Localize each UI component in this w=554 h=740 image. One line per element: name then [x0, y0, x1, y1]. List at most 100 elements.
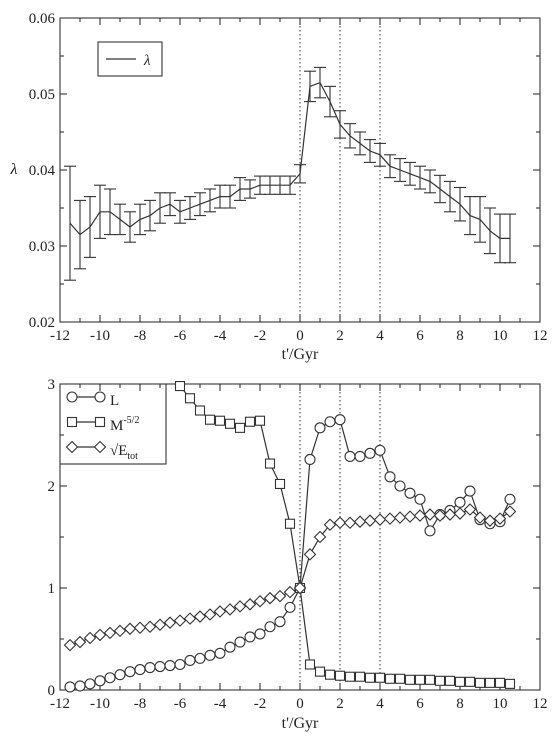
y-tick-label: 0	[48, 683, 56, 699]
point-E	[233, 600, 247, 613]
point-M	[334, 670, 346, 681]
point-E	[253, 594, 267, 608]
point-M	[414, 674, 426, 685]
x-tick-label: -4	[214, 696, 227, 712]
x-tick-label: -2	[254, 328, 267, 344]
point-E	[123, 622, 137, 636]
point-M	[314, 666, 326, 677]
point-E	[193, 610, 207, 623]
point-E	[243, 598, 257, 611]
point-M	[274, 478, 286, 490]
point-M	[484, 677, 496, 688]
point-L	[184, 654, 196, 666]
lambda-x-axis-label: t'/Gyr	[282, 346, 319, 363]
point-E	[353, 515, 367, 528]
lambda-legend-box	[97, 41, 163, 77]
point-E	[153, 618, 167, 631]
y-tick-label: 0.03	[29, 239, 55, 255]
x-tick-label: -10	[90, 696, 110, 712]
point-E	[213, 605, 227, 618]
point-E	[93, 628, 107, 642]
point-M	[394, 673, 406, 684]
point-E	[403, 510, 417, 523]
point-E	[283, 585, 297, 599]
point-E	[413, 509, 427, 522]
point-L	[364, 447, 376, 459]
point-L	[384, 471, 396, 483]
point-E	[453, 507, 467, 520]
point-L	[194, 652, 206, 664]
point-M	[444, 675, 456, 686]
quantities-series	[63, 380, 517, 693]
point-L	[324, 416, 336, 428]
x-tick-label: 2	[336, 328, 344, 344]
point-L	[274, 616, 286, 628]
series-line-E	[69, 508, 511, 646]
x-tick-label: 4	[376, 696, 384, 712]
point-E	[503, 505, 517, 518]
x-tick-label: -12	[50, 328, 70, 344]
point-M	[204, 414, 216, 425]
x-tick-label: 10	[493, 328, 508, 344]
point-L	[144, 662, 156, 674]
point-E	[333, 516, 347, 529]
point-L	[74, 680, 86, 692]
x-tick-label: 4	[376, 328, 384, 344]
point-E	[323, 518, 337, 532]
x-tick-label: 12	[533, 696, 548, 712]
point-L	[234, 636, 246, 648]
lambda-axis-ticks: -12 -10 -8 -6 -4 -2 0 2 4 6 8 10 12 0.02 0.03 0.04 0.05 0…	[29, 11, 548, 344]
point-M	[224, 418, 236, 429]
point-E	[293, 581, 307, 595]
point-E	[443, 508, 457, 521]
point-E	[103, 626, 117, 640]
legend-label-E-base: √E	[110, 443, 127, 459]
point-L	[314, 422, 326, 434]
point-M	[454, 676, 466, 687]
x-tick-label: 12	[533, 328, 548, 344]
point-L	[284, 601, 296, 613]
legend-label-L: L	[110, 393, 119, 409]
x-tick-label: -6	[174, 328, 187, 344]
point-E	[263, 591, 277, 605]
lambda-y-axis-label: λ	[10, 161, 18, 178]
y-tick-label: 0.02	[29, 315, 55, 331]
quantities-legend-box	[59, 383, 167, 465]
y-tick-label: 2	[48, 479, 56, 495]
point-L	[174, 658, 186, 671]
point-M	[214, 415, 226, 426]
point-M	[184, 393, 196, 404]
lambda-legend: λ	[97, 41, 163, 77]
point-M	[344, 671, 356, 682]
y-tick-label: 0.04	[29, 163, 56, 179]
x-tick-label: -8	[134, 328, 147, 344]
point-M	[194, 405, 206, 416]
point-L	[414, 493, 426, 505]
point-L	[264, 621, 276, 633]
point-E	[483, 514, 497, 527]
point-E	[173, 614, 187, 627]
point-L	[424, 525, 436, 537]
point-E	[143, 620, 157, 634]
x-tick-label: 6	[416, 696, 424, 712]
point-L	[204, 649, 216, 661]
point-M	[494, 677, 506, 688]
point-E	[133, 621, 147, 635]
point-L	[104, 672, 116, 684]
point-E	[383, 512, 397, 525]
point-M	[174, 380, 186, 392]
legend-marker-left-E	[65, 440, 79, 454]
point-M	[384, 673, 396, 684]
x-tick-label: 0	[296, 696, 304, 712]
point-L	[374, 444, 386, 456]
point-L	[304, 453, 316, 466]
point-E	[343, 516, 357, 529]
point-E	[183, 612, 197, 625]
point-L	[464, 485, 476, 497]
quantities-x-axis-label: t'/Gyr	[282, 715, 319, 732]
series-line-M	[179, 385, 511, 685]
point-M	[304, 659, 316, 670]
y-tick-label: 1	[48, 581, 56, 597]
